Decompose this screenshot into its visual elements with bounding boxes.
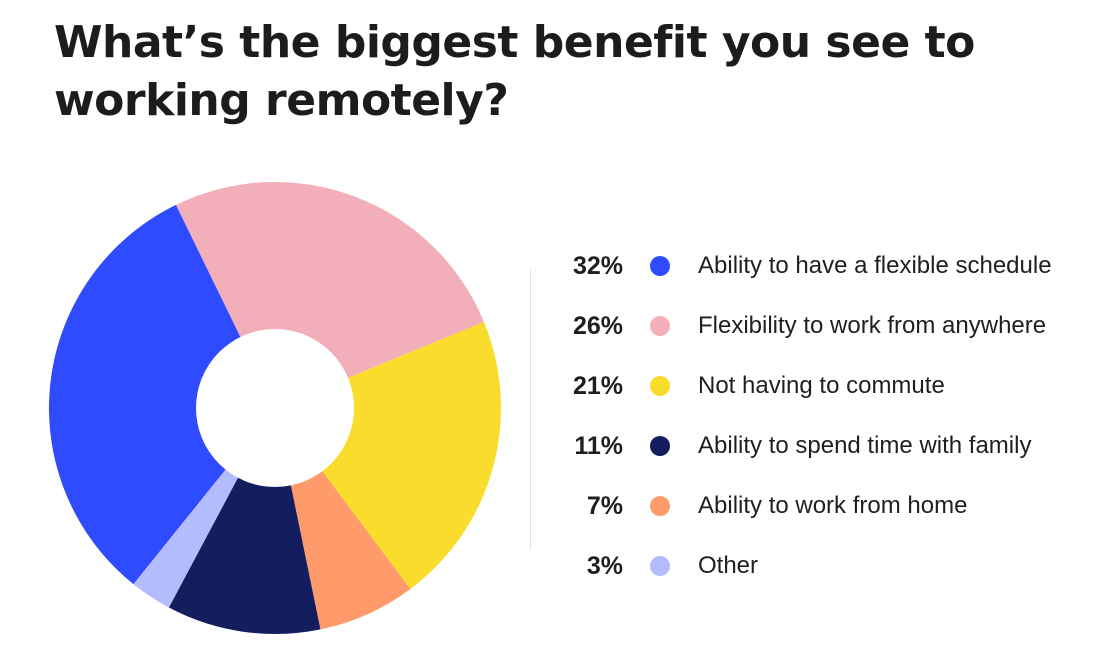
legend-item-work-from-home: 7% Ability to work from home: [545, 476, 1085, 536]
legend-divider: [530, 270, 531, 550]
legend-value: 21%: [572, 371, 623, 400]
legend-value: 26%: [572, 311, 623, 340]
legend-label: Flexibility to work from anywhere: [698, 312, 1047, 339]
legend-swatch: [650, 316, 670, 336]
chart-title: What’s the biggest benefit you see to wo…: [54, 17, 975, 126]
legend-label: Other: [698, 552, 759, 579]
legend-label: Ability to work from home: [698, 492, 968, 519]
legend-item-work-from-anywhere: 26% Flexibility to work from anywhere: [545, 296, 1085, 356]
legend-item-no-commute: 21% Not having to commute: [545, 356, 1085, 416]
legend-item-flexible-schedule: 32% Ability to have a flexible schedule: [545, 236, 1085, 296]
legend-swatch: [650, 496, 670, 516]
legend-item-family-time: 11% Ability to spend time with family: [545, 416, 1085, 476]
legend-value: 3%: [586, 551, 623, 580]
legend-item-other: 3% Other: [545, 536, 1085, 596]
legend-swatch: [650, 436, 670, 456]
legend-label: Ability to have a flexible schedule: [698, 252, 1052, 279]
donut-chart: [49, 181, 502, 634]
donut-hole: [196, 329, 354, 487]
legend-label: Not having to commute: [698, 372, 945, 399]
legend-label: Ability to spend time with family: [698, 432, 1032, 459]
legend-value: 7%: [586, 491, 623, 520]
legend-value: 32%: [572, 251, 623, 280]
legend-swatch: [650, 376, 670, 396]
slice-flexible-schedule: [49, 204, 275, 585]
legend-value: 11%: [574, 431, 623, 460]
legend-swatch: [650, 256, 670, 276]
legend: 32% Ability to have a flexible schedule …: [545, 236, 1085, 596]
legend-swatch: [650, 556, 670, 576]
